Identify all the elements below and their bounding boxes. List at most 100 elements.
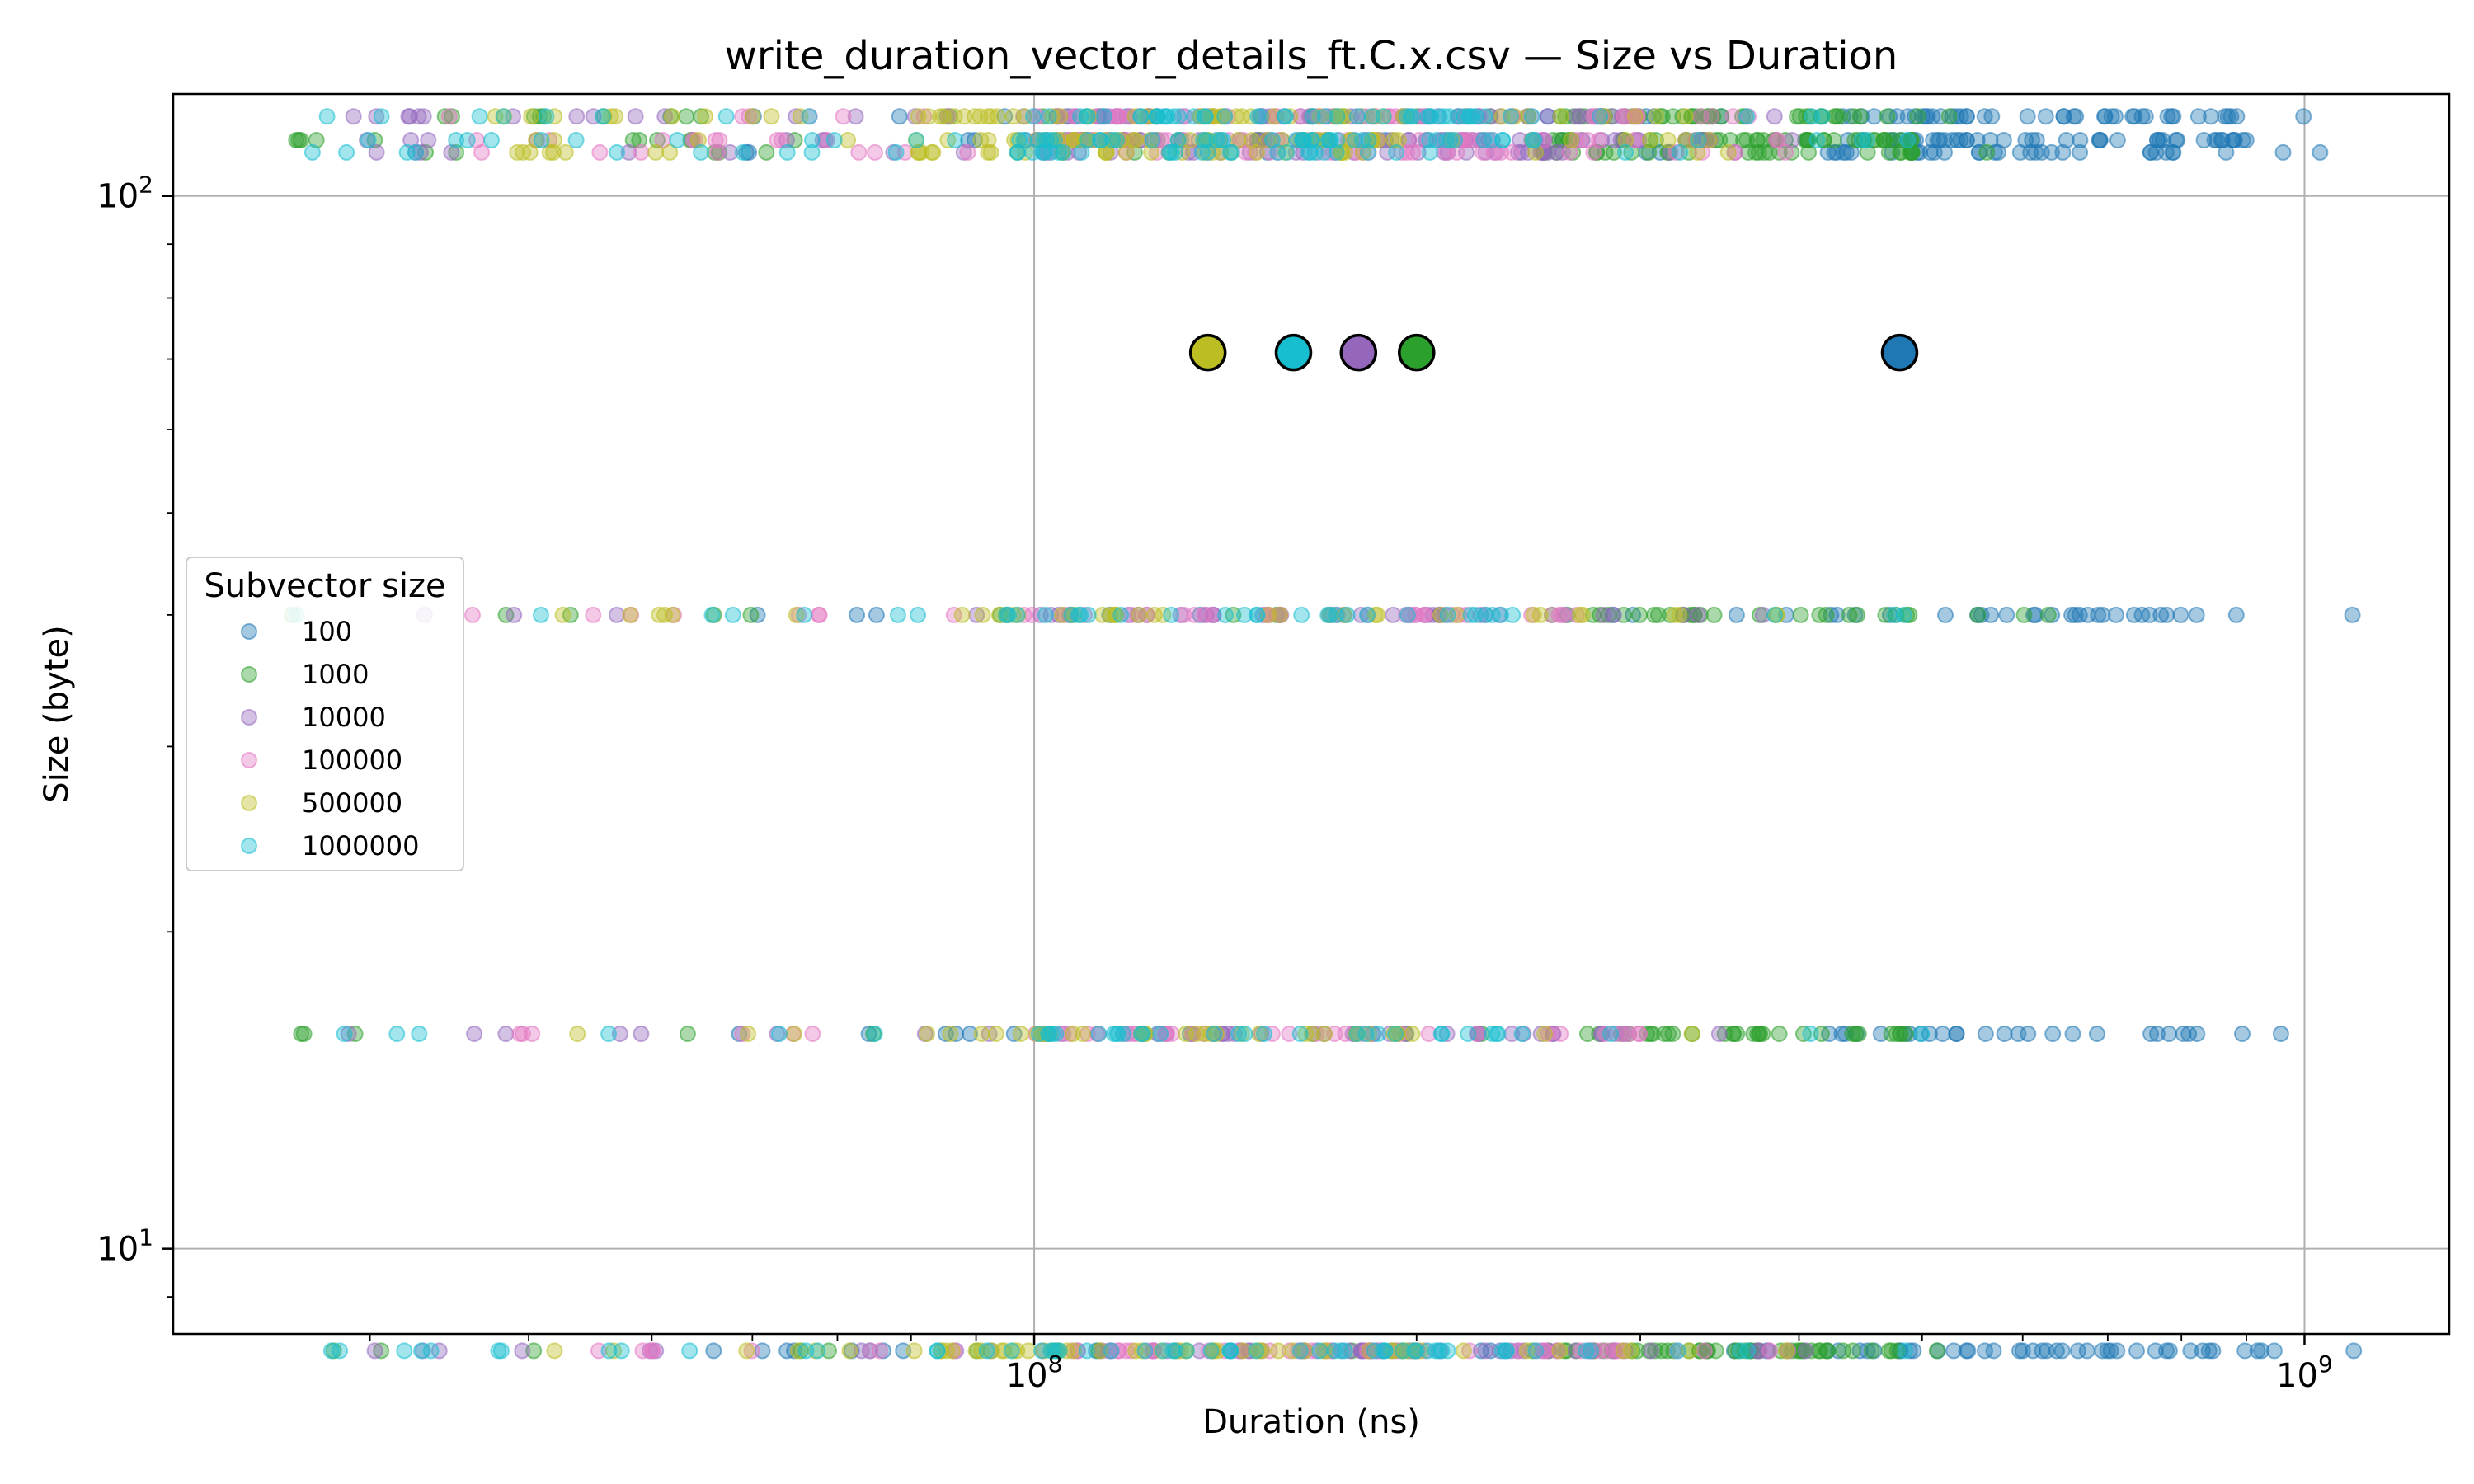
scatter-point — [1144, 132, 1161, 148]
scatter-point — [1690, 606, 1707, 623]
legend-items: 100 1000 10000 100000 500000 1000000 — [241, 616, 420, 862]
scatter-point — [1186, 606, 1203, 623]
scatter-point — [2236, 1342, 2254, 1360]
scatter-point — [1854, 132, 1870, 148]
scatter-point — [1244, 132, 1260, 148]
scatter-point — [620, 143, 637, 161]
scatter-point — [497, 1026, 515, 1042]
scatter-point — [2128, 1342, 2145, 1360]
scatter-point — [1249, 606, 1266, 623]
scatter-point — [1178, 1342, 1195, 1360]
scatter-point — [1690, 132, 1707, 148]
scatter-point — [1202, 1342, 1220, 1360]
scatter-point — [1461, 1342, 1478, 1360]
scatter-point — [1846, 108, 1863, 125]
mean-marker — [1398, 333, 1436, 372]
scatter-point — [1977, 1342, 1993, 1360]
grid — [173, 94, 2449, 1334]
scatter-point — [585, 108, 602, 125]
scatter-point — [2152, 606, 2170, 623]
scatter-point — [1641, 132, 1658, 148]
scatter-point — [2058, 132, 2075, 148]
scatter-point — [288, 132, 305, 148]
scatter-point — [2237, 132, 2255, 148]
scatter-point — [738, 1342, 755, 1360]
scatter-point — [1728, 606, 1745, 623]
scatter-point — [801, 108, 818, 125]
x-tick-label: 109 — [2276, 1350, 2333, 1395]
scatter-point — [1719, 143, 1737, 161]
scatter-point — [525, 1342, 543, 1360]
scatter-point — [2126, 108, 2143, 125]
scatter-point — [1665, 108, 1681, 125]
scatter-point — [955, 143, 972, 161]
scatter-point — [1802, 1026, 1819, 1042]
scatter-point — [1015, 132, 1032, 148]
scatter-point — [1249, 108, 1267, 125]
scatter-point — [1925, 132, 1942, 148]
scatter-point — [430, 1342, 448, 1360]
scatter-point — [1892, 1026, 1909, 1042]
scatter-point — [1681, 1342, 1698, 1360]
scatter-point — [2142, 1026, 2160, 1042]
scatter-point — [1222, 1342, 1239, 1360]
scatter-point — [1901, 143, 1918, 161]
scatter-point — [2312, 143, 2329, 161]
scatter-point — [1527, 1342, 1545, 1360]
scatter-point — [2065, 108, 2082, 125]
scatter-point — [1011, 132, 1028, 148]
scatter-point — [1438, 1026, 1456, 1042]
scatter-point — [506, 606, 523, 623]
scatter-point — [1477, 1342, 1494, 1360]
scatter-point — [396, 1342, 413, 1360]
scatter-point — [2088, 1026, 2105, 1042]
scatter-point — [340, 1026, 357, 1042]
legend: Subvector size 1001000100001000005000001… — [186, 556, 464, 871]
scatter-point — [2109, 132, 2126, 148]
scatter-point — [1583, 1342, 1599, 1360]
scatter-point — [1278, 143, 1296, 161]
scatter-point — [607, 108, 624, 125]
scatter-point — [1958, 132, 1975, 148]
scatter-point — [722, 143, 739, 161]
scatter-point — [2141, 606, 2158, 623]
scatter-point — [973, 1026, 990, 1042]
scatter-point — [1567, 108, 1584, 125]
scatter-point — [1766, 108, 1783, 125]
scatter-point — [622, 606, 639, 623]
scatter-point — [663, 108, 680, 125]
scatter-point — [1959, 1342, 1977, 1360]
scatter-point — [1518, 1342, 1536, 1360]
scatter-point — [847, 108, 864, 125]
scatter-point — [910, 606, 927, 623]
scatter-point — [664, 606, 681, 623]
scatter-point — [983, 1342, 1000, 1360]
scatter-point — [1416, 606, 1433, 623]
scatter-point — [1671, 606, 1688, 623]
scatter-point — [1163, 606, 1180, 623]
scatter-point — [1851, 108, 1869, 125]
scatter-point — [1493, 108, 1511, 125]
scatter-point — [947, 132, 964, 148]
scatter-point — [703, 606, 721, 623]
scatter-point — [1751, 1026, 1768, 1042]
scatter-point — [1361, 1342, 1378, 1360]
scatter-point — [514, 1342, 531, 1360]
scatter-point — [1338, 606, 1356, 623]
scatter-point — [464, 606, 481, 623]
scatter-point — [292, 132, 309, 148]
mean-marker — [1274, 333, 1313, 372]
x-axis-label: Duration (ns) — [1202, 1403, 1420, 1441]
scatter-point — [1503, 143, 1520, 161]
scatter-point — [724, 606, 741, 623]
scatter-point — [1112, 108, 1129, 125]
scatter-point — [338, 143, 355, 161]
scatter-point — [1935, 132, 1953, 148]
scatter-point — [1385, 132, 1403, 148]
scatter-point — [1127, 1026, 1145, 1042]
scatter-point — [1388, 143, 1405, 161]
scatter-point — [1095, 108, 1112, 125]
scatter-point — [956, 108, 973, 125]
scatter-point — [2274, 143, 2292, 161]
scatter-point — [2024, 132, 2041, 148]
